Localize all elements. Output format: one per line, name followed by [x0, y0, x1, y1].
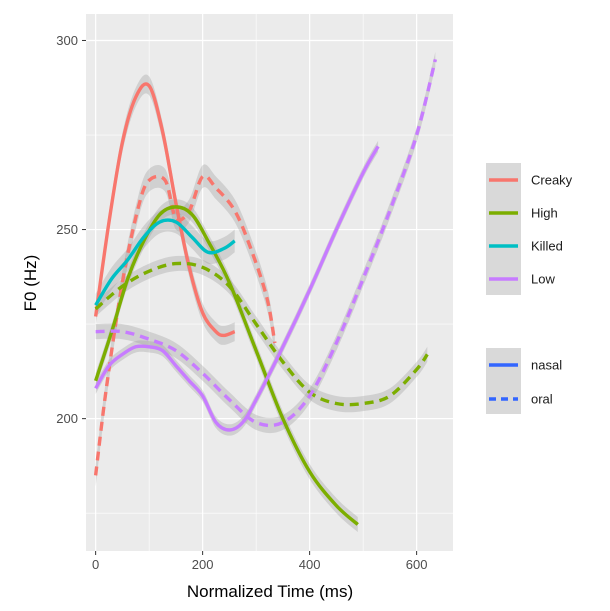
- panel-background: [86, 14, 453, 551]
- line-low-nasal: [94, 145, 380, 432]
- legend-label-high: High: [531, 206, 558, 221]
- series-lines: [93, 58, 437, 526]
- line-killed-nasal: [94, 218, 236, 307]
- line-creaky-nasal: [93, 82, 236, 338]
- axes: 0 200 400 600 200 250 300: [56, 33, 427, 572]
- x-tick-label: 200: [192, 557, 214, 572]
- line-creaky-oral: [93, 174, 277, 476]
- x-tick-label: 400: [299, 557, 321, 572]
- color-legend-key-background: [486, 163, 521, 295]
- band-killed-nasal: [95, 208, 235, 317]
- line-low-oral: [95, 58, 437, 428]
- y-axis-title: F0 (Hz): [21, 255, 40, 312]
- y-tick-label: 300: [56, 33, 78, 48]
- legend-label-oral: oral: [531, 392, 553, 407]
- y-tick-label: 200: [56, 411, 78, 426]
- legend-label-creaky: Creaky: [531, 173, 573, 188]
- line-high-oral: [94, 261, 429, 407]
- color-legend: Creaky High Killed Low: [486, 163, 573, 295]
- legend-label-nasal: nasal: [531, 358, 562, 373]
- linetype-legend-key-background: [486, 348, 521, 414]
- x-tick-label: 0: [92, 557, 99, 572]
- x-axis-title: Normalized Time (ms): [187, 582, 353, 601]
- legend-label-low: Low: [531, 272, 555, 287]
- line-high-nasal: [94, 205, 359, 526]
- x-tick-label: 600: [406, 557, 428, 572]
- linetype-legend: nasal oral: [486, 348, 562, 414]
- legend-label-killed: Killed: [531, 239, 563, 254]
- y-tick-label: 250: [56, 222, 78, 237]
